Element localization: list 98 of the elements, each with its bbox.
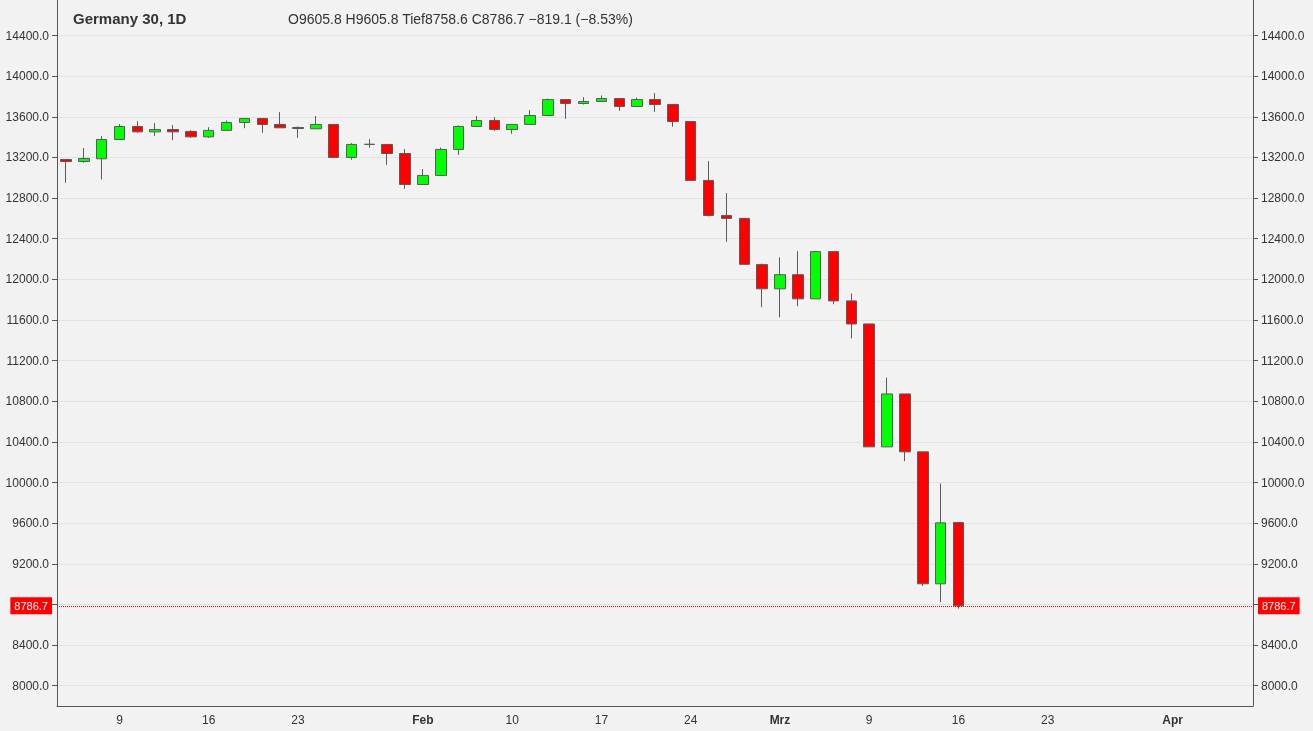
candlestick bbox=[810, 251, 821, 300]
x-tick-label: 23 bbox=[291, 713, 305, 727]
y2-tick-label: 12400.0 bbox=[1261, 231, 1305, 246]
candlestick bbox=[381, 143, 393, 166]
y2-tick-label: 13600.0 bbox=[1261, 109, 1305, 124]
candlestick bbox=[899, 393, 911, 462]
y2-tick-label: 8400.0 bbox=[1261, 638, 1299, 653]
y-tick-label: 11600.0 bbox=[6, 312, 50, 327]
text: 8786.7 bbox=[1262, 599, 1296, 612]
y2-tick-label: 10400.0 bbox=[1261, 434, 1305, 449]
candlestick bbox=[453, 124, 464, 156]
text: Germany 30, 1D bbox=[73, 10, 187, 27]
candlestick bbox=[792, 250, 804, 307]
candlestick bbox=[292, 125, 304, 139]
candlestick bbox=[417, 168, 429, 185]
y-tick-label: 8000.0 bbox=[12, 678, 50, 693]
candlestick bbox=[917, 451, 929, 587]
candlestick bbox=[185, 129, 197, 139]
x-tick-label: 9 bbox=[116, 713, 124, 727]
x-tick-label: 9 bbox=[865, 713, 873, 727]
candlestick bbox=[881, 377, 893, 448]
candlestick bbox=[614, 98, 625, 112]
candlestick bbox=[96, 135, 107, 180]
y-tick-label: 12000.0 bbox=[5, 272, 50, 287]
y-tick-label: 9600.0 bbox=[12, 516, 50, 531]
candlestick bbox=[257, 117, 268, 134]
candlestick bbox=[435, 147, 447, 176]
y-tick-label: 8400.0 bbox=[12, 638, 50, 653]
candlestick bbox=[221, 119, 232, 131]
candlestick bbox=[471, 115, 482, 127]
candlestick bbox=[846, 292, 857, 339]
y2-tick-label: 10000.0 bbox=[1261, 475, 1305, 490]
x-tick-label: Mrz bbox=[769, 713, 791, 727]
y-tick-label: 9200.0 bbox=[12, 556, 50, 571]
candlestick bbox=[935, 483, 946, 603]
candlestick bbox=[721, 192, 732, 243]
y-tick-label: 12400.0 bbox=[5, 231, 50, 246]
candlestick bbox=[542, 98, 554, 116]
y2-tick-label: 11600.0 bbox=[1261, 312, 1304, 327]
candlestick bbox=[78, 147, 90, 164]
y2-tick-label: 11200.0 bbox=[1261, 353, 1304, 368]
y2-tick-label: 12000.0 bbox=[1261, 272, 1305, 287]
candlestick bbox=[60, 158, 72, 184]
candlestick bbox=[203, 126, 214, 139]
y2-tick-label: 14400.0 bbox=[1261, 28, 1305, 43]
candlestick bbox=[489, 116, 500, 132]
candlestick bbox=[578, 96, 589, 106]
candlestick bbox=[506, 123, 518, 135]
candlestick bbox=[560, 99, 571, 120]
y2-tick-label: 10800.0 bbox=[1261, 394, 1305, 409]
candlestick bbox=[346, 142, 357, 161]
y2-tick-label: 14000.0 bbox=[1261, 69, 1305, 84]
candlestick bbox=[774, 256, 786, 318]
candlestick bbox=[828, 251, 839, 305]
y-tick-label: 13600.0 bbox=[5, 109, 50, 124]
x-tick-label: 23 bbox=[1041, 713, 1055, 727]
candlestick bbox=[863, 323, 875, 448]
candlestick bbox=[239, 117, 250, 129]
y-tick-label: 14000.0 bbox=[5, 69, 50, 84]
x-tick-label: Apr bbox=[1162, 713, 1184, 727]
candlestick bbox=[149, 122, 161, 137]
candlestick bbox=[364, 138, 375, 149]
y-tick-label: 11200.0 bbox=[6, 353, 50, 368]
x-tick-label: 24 bbox=[684, 713, 698, 727]
candlestick bbox=[328, 123, 339, 158]
y2-tick-label: 13200.0 bbox=[1261, 150, 1305, 165]
y-tick-label: 10800.0 bbox=[5, 394, 50, 409]
candlestick bbox=[310, 115, 322, 130]
candlestick bbox=[167, 124, 179, 141]
ref-line-label: 8786.7 bbox=[14, 599, 48, 612]
x-tick-label: 16 bbox=[951, 713, 966, 727]
y-tick-label: 13200.0 bbox=[5, 150, 50, 165]
candlestick bbox=[132, 120, 143, 134]
candlestick bbox=[739, 217, 750, 265]
y-tick-label: 10000.0 bbox=[5, 475, 50, 490]
candlestick bbox=[114, 123, 125, 140]
y-tick-label: 14400.0 bbox=[5, 28, 50, 43]
candlestick bbox=[649, 92, 661, 113]
x-tick-label: 16 bbox=[202, 713, 216, 727]
y2-tick-label: 9600.0 bbox=[1261, 516, 1299, 531]
candlestick bbox=[703, 160, 714, 217]
x-tick-label: 10 bbox=[505, 713, 520, 727]
candlestick bbox=[596, 94, 607, 102]
y2-tick-label: 8000.0 bbox=[1261, 678, 1299, 693]
annotation: O9605.8 H9605.8 Tief8758.6 C8786.7 −819.1 (−8.53%) bbox=[288, 11, 633, 27]
y2-tick-label: 9200.0 bbox=[1261, 556, 1299, 571]
y-tick-label: 12800.0 bbox=[5, 191, 50, 206]
y-tick-label: 10400.0 bbox=[5, 434, 50, 449]
candlestick bbox=[667, 104, 679, 128]
candlestick bbox=[274, 111, 286, 129]
x-tick-label: 17 bbox=[594, 713, 609, 727]
y2-tick-label: 12800.0 bbox=[1261, 191, 1305, 206]
candlestick bbox=[685, 120, 696, 181]
candlestick bbox=[524, 109, 536, 125]
candlestick bbox=[399, 148, 411, 190]
candlestick bbox=[756, 263, 768, 308]
candlestick bbox=[631, 97, 643, 107]
x-tick-label: Feb bbox=[412, 713, 434, 727]
